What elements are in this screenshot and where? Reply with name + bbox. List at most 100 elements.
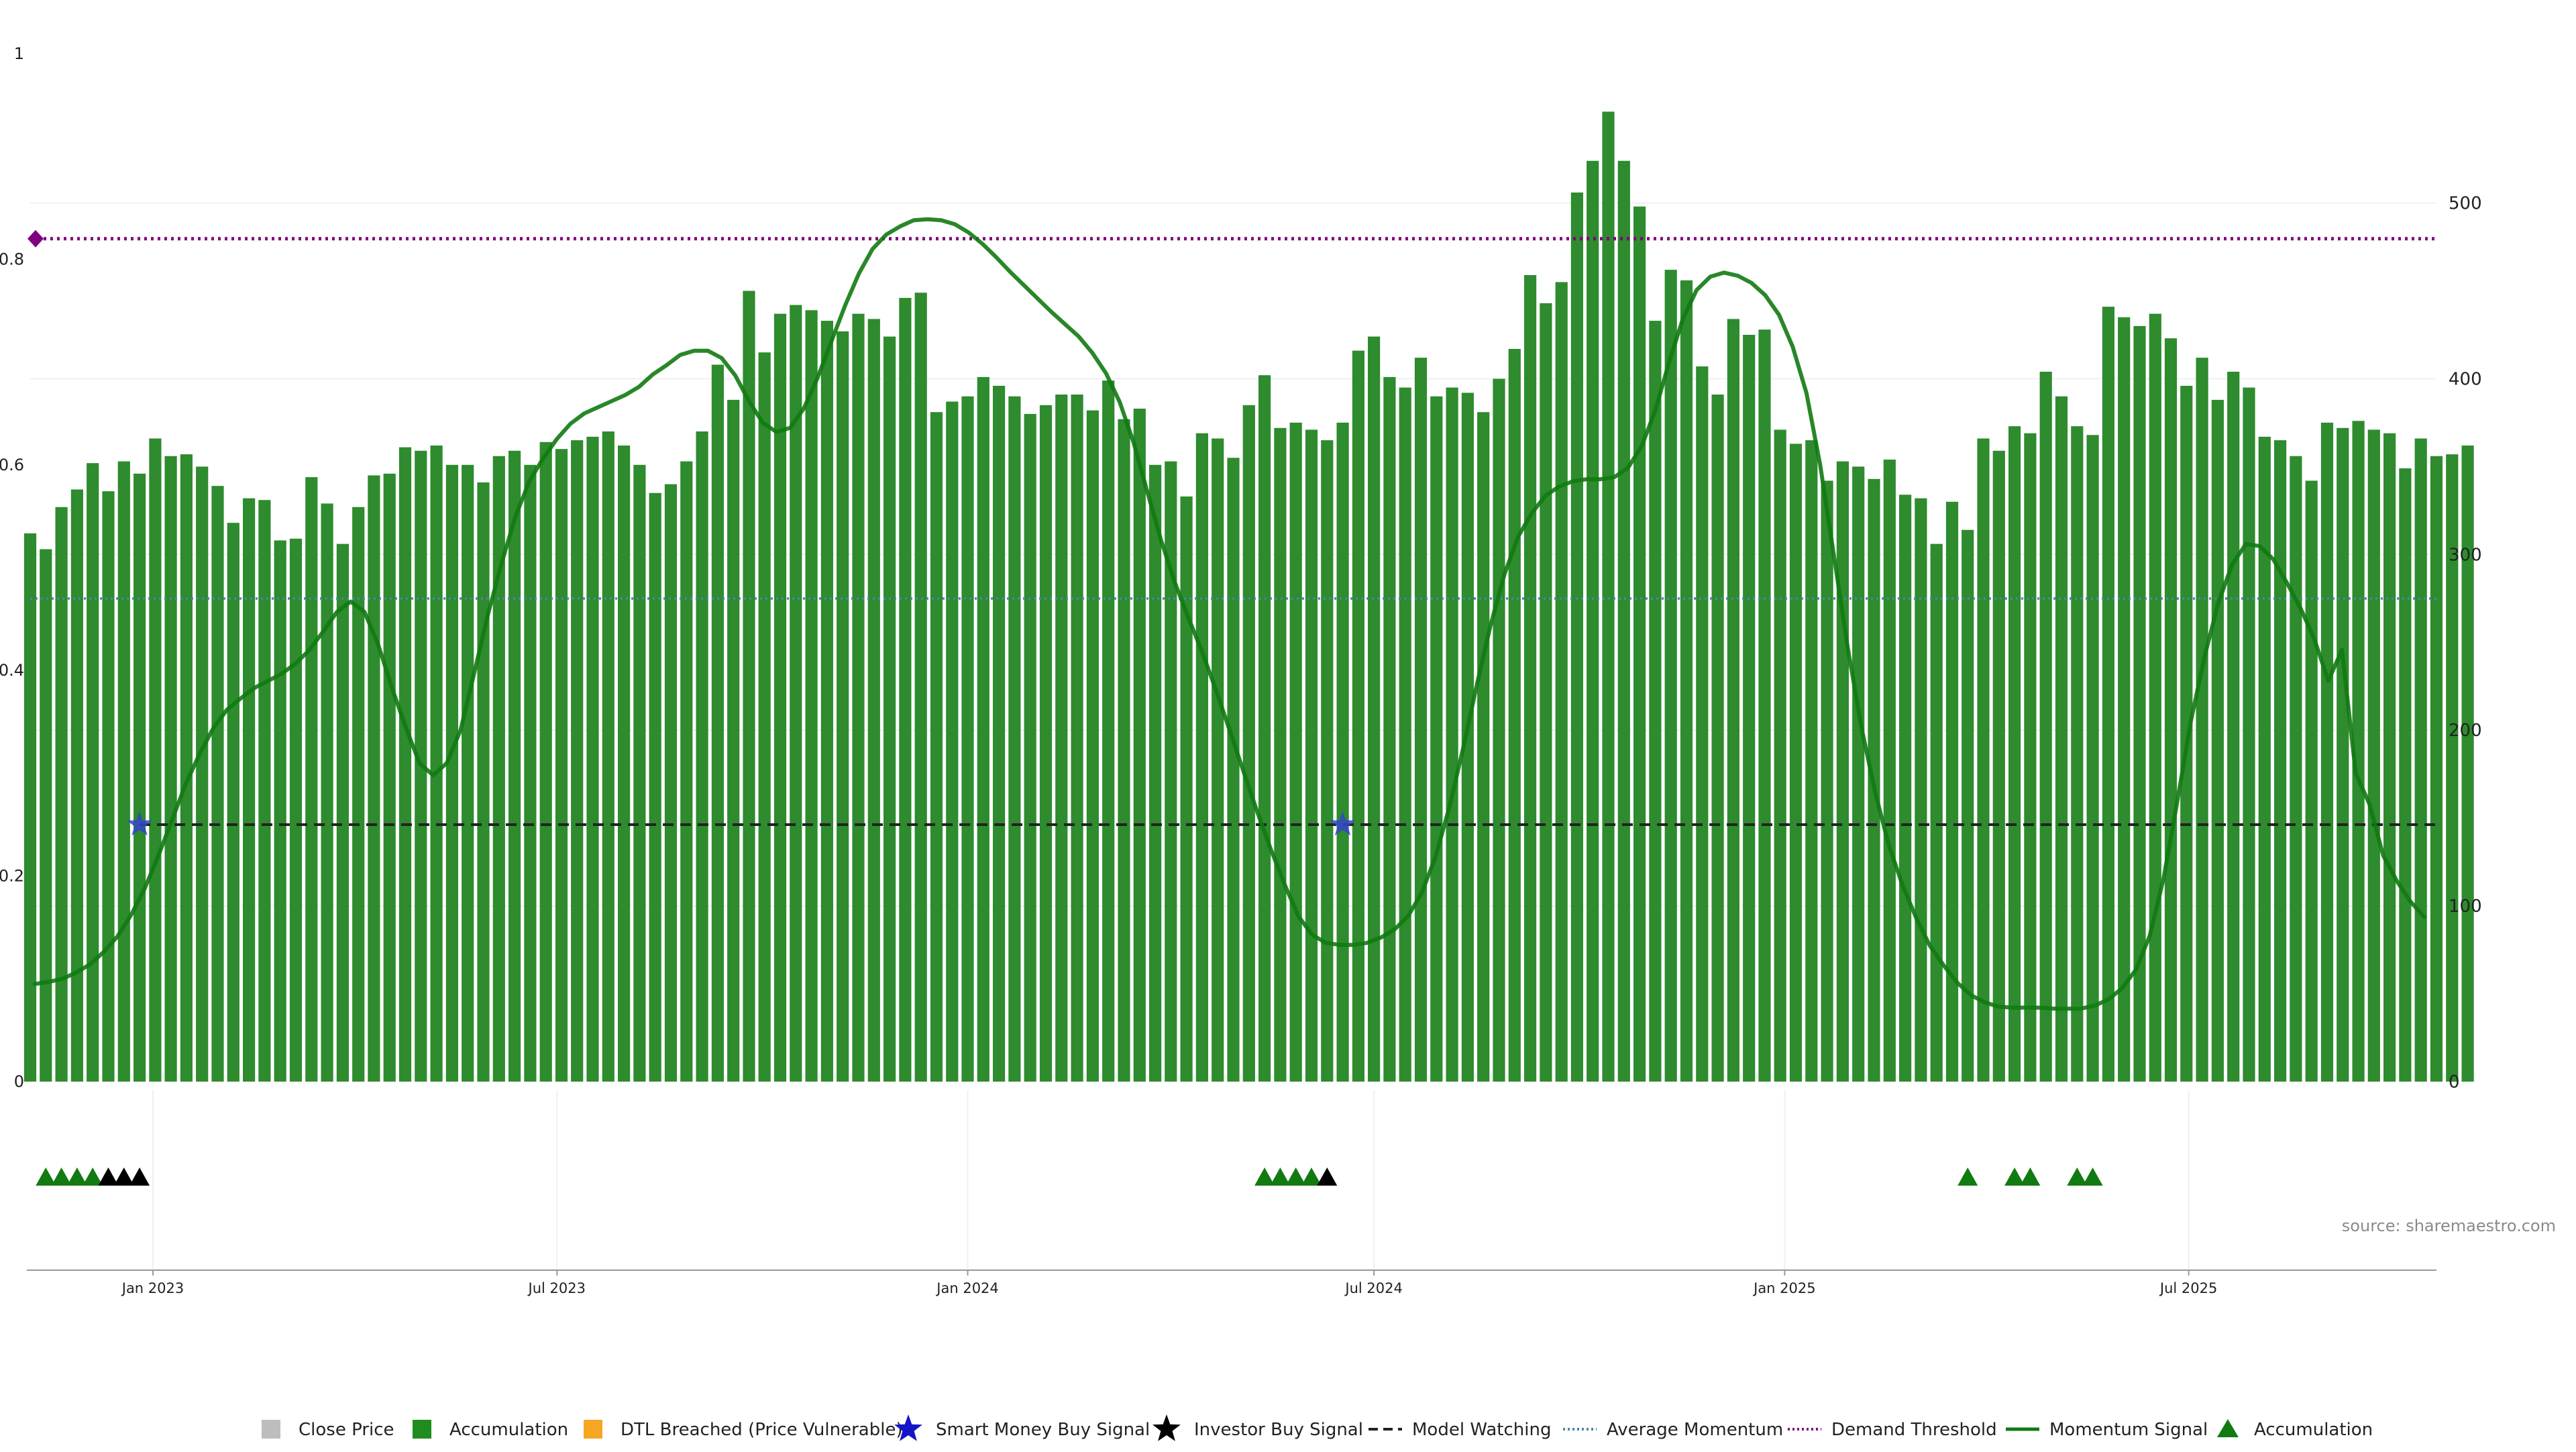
accumulation-bar — [40, 549, 52, 1082]
accumulation-bar — [1774, 429, 1786, 1082]
accumulation-bar — [2290, 456, 2302, 1082]
right-axis-tick-label: 400 — [2449, 369, 2482, 389]
x-axis-tick-label: Jul 2024 — [1344, 1280, 1402, 1296]
accumulation-bar — [133, 473, 146, 1082]
right-axis-tick-label: 0 — [2449, 1072, 2460, 1092]
accumulation-bar — [696, 431, 708, 1082]
accumulation-bar — [820, 321, 833, 1082]
right-axis-tick-label: 100 — [2449, 896, 2482, 917]
accumulation-bar — [758, 352, 771, 1082]
accumulation-bar — [2133, 325, 2146, 1082]
legend-item[interactable]: Smart Money Buy Signal — [894, 1414, 1150, 1441]
accumulation-triangle — [2020, 1168, 2041, 1186]
accumulation-bar — [2024, 433, 2037, 1082]
accumulation-bar — [2320, 422, 2334, 1082]
accumulation-bar — [117, 461, 130, 1082]
accumulation-bar — [258, 500, 271, 1082]
accumulation-bar — [1195, 433, 1208, 1082]
legend-label: Momentum Signal — [2049, 1420, 2208, 1440]
accumulation-bar — [2164, 338, 2178, 1082]
accumulation-bar — [2258, 436, 2271, 1082]
accumulation-bar — [1399, 387, 1411, 1082]
accumulation-bar — [1727, 319, 1739, 1082]
accumulation-bar — [571, 440, 584, 1082]
legend-swatch — [413, 1420, 431, 1439]
accumulation-bar — [383, 473, 396, 1082]
accumulation-triangle — [1957, 1168, 1978, 1186]
accumulation-bar — [1102, 380, 1115, 1082]
legend-item[interactable]: Close Price — [262, 1420, 394, 1440]
legend-item[interactable]: Average Momentum — [1563, 1420, 1783, 1440]
accumulation-bar — [993, 386, 1006, 1082]
accumulation-bar — [149, 438, 162, 1082]
accumulation-bar — [2274, 440, 2287, 1082]
accumulation-bar — [2180, 386, 2193, 1082]
accumulation-bar — [930, 412, 943, 1082]
accumulation-bar — [633, 464, 646, 1082]
left-axis-tick-label: 0.6 — [0, 456, 24, 474]
accumulation-bar — [1008, 396, 1021, 1082]
demand-threshold-marker — [28, 229, 44, 248]
legend-item[interactable]: Investor Buy Signal — [1152, 1414, 1363, 1441]
accumulation-bar — [618, 446, 631, 1082]
investor-triangle — [1317, 1168, 1338, 1186]
accumulation-bar — [1071, 395, 1083, 1082]
signal-markers — [28, 229, 1356, 836]
accumulation-bar — [70, 489, 83, 1082]
accumulation-bar — [305, 477, 318, 1082]
right-axis-tick-label: 500 — [2449, 194, 2482, 214]
accumulation-bar — [961, 396, 974, 1082]
accumulation-bar — [1852, 466, 1865, 1082]
accumulation-bar — [1711, 395, 1724, 1082]
legend-item[interactable]: Momentum Signal — [2006, 1420, 2208, 1440]
accumulation-bar — [1024, 413, 1036, 1082]
accumulation-bar — [649, 492, 661, 1082]
legend-item[interactable]: Accumulation — [413, 1420, 568, 1440]
accumulation-bar — [462, 464, 474, 1082]
accumulation-bar — [1149, 464, 1162, 1082]
accumulation-bar — [2383, 433, 2396, 1082]
accumulation-bar — [664, 484, 678, 1082]
accumulation-bar — [805, 310, 818, 1082]
accumulation-bar — [1915, 498, 1927, 1082]
accumulation-bar — [211, 486, 224, 1082]
accumulation-bar — [1821, 480, 1833, 1082]
accumulation-bar — [1368, 336, 1381, 1082]
legend-item[interactable]: DTL Breached (Price Vulnerable) — [584, 1420, 903, 1440]
left-axis-tick-label: 0.8 — [0, 250, 24, 268]
accumulation-bar — [2414, 438, 2427, 1082]
axes: 0 0.2 0.4 0.6 0.8 1 0 100 200 300 400 500 Jan 2023 Ju… — [0, 44, 2482, 1296]
x-axis-tick-label: Jul 2023 — [527, 1280, 586, 1296]
legend-item[interactable]: Accumulation — [2217, 1419, 2373, 1440]
accumulation-bar — [1664, 270, 1677, 1082]
accumulation-bar — [555, 449, 568, 1082]
accumulation-bar — [477, 482, 490, 1082]
accumulation-bar — [2149, 313, 2161, 1082]
accumulation-bar — [2446, 454, 2459, 1082]
accumulation-bar — [2367, 429, 2380, 1082]
accumulation-bar — [1289, 422, 1302, 1082]
accumulation-bar — [1945, 501, 1959, 1082]
accumulation-bar — [23, 533, 37, 1082]
accumulation-bar — [196, 466, 209, 1082]
legend-item[interactable]: Demand Threshold — [1788, 1420, 1997, 1440]
accumulation-triangle — [1285, 1168, 1306, 1186]
momentum-signal-line — [33, 217, 2426, 1011]
legend-star-icon — [1152, 1414, 1181, 1441]
accumulation-bar — [1789, 444, 1803, 1082]
accumulation-bar — [1836, 461, 1849, 1082]
accumulation-bar — [1758, 329, 1771, 1082]
accumulation-bar — [1899, 495, 1912, 1082]
accumulation-bar — [1227, 458, 1240, 1082]
legend-swatch — [262, 1420, 280, 1439]
left-axis-tick-label: 1 — [14, 44, 24, 63]
accumulation-bar — [2227, 372, 2240, 1082]
accumulation-bar — [336, 543, 349, 1082]
legend-label: DTL Breached (Price Vulnerable) — [621, 1420, 903, 1440]
accumulation-bar — [1133, 409, 1146, 1082]
accumulation-triangle — [2067, 1168, 2088, 1186]
right-axis-tick-label: 200 — [2449, 721, 2482, 741]
accumulation-bar — [711, 364, 724, 1082]
accumulation-bar — [1258, 375, 1271, 1082]
legend-item[interactable]: Model Watching — [1368, 1420, 1551, 1440]
